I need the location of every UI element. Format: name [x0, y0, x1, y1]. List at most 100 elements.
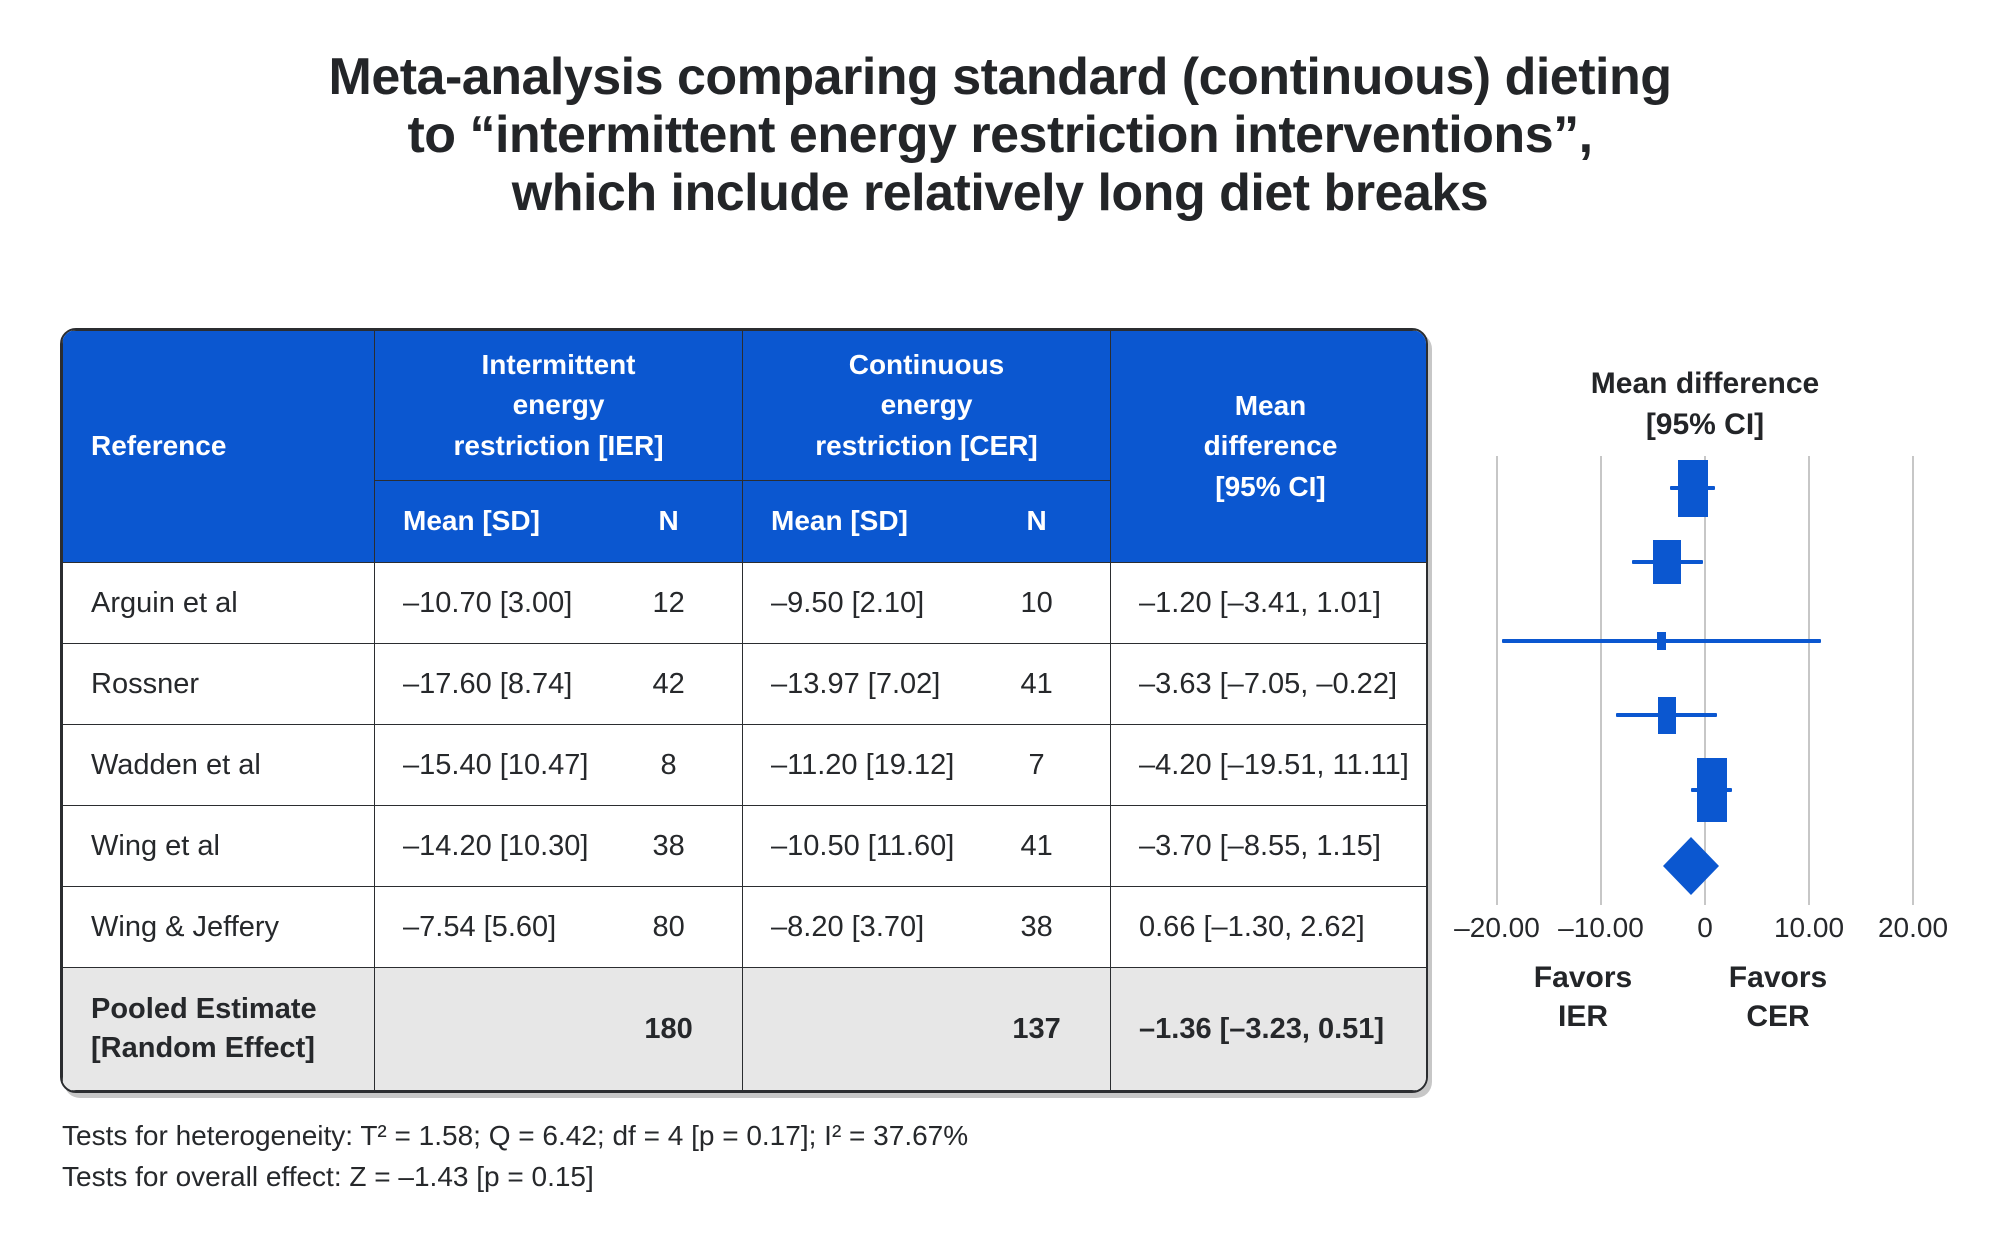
axis-tick-label: –20.00 [1454, 912, 1540, 943]
gridline [1704, 456, 1706, 905]
mean-difference-cell: –3.70 [–8.55, 1.15] [1110, 805, 1426, 887]
mean-difference-cell: –1.20 [–3.41, 1.01] [1110, 562, 1426, 644]
header-ier-line-1: Intermittent [481, 348, 636, 380]
gridline [1912, 456, 1914, 905]
subheader-ier-n: N [658, 505, 679, 537]
header-cer-line-3: restriction [CER] [815, 429, 1038, 461]
study-weight-marker [1656, 632, 1666, 650]
ier-cell: –14.20 [10.30] 38 [374, 805, 743, 887]
pooled-label-cell: Pooled Estimate [Random Effect] [62, 967, 375, 1091]
favors-ier-label: Favors IER [1534, 958, 1632, 1036]
pooled-ier-cell: 180 [374, 967, 743, 1091]
page-title-line-3: which include relatively long diet break… [511, 164, 1489, 223]
ier-mean-sd: –17.60 [8.74] [403, 667, 573, 700]
reference-cell: Rossner [62, 643, 375, 725]
table-row: Rossner –17.60 [8.74] 42 –13.97 [7.02] 41 –3.… [62, 643, 1426, 725]
ier-cell: –7.54 [5.60] 80 [374, 886, 743, 968]
ier-cell: –15.40 [10.47] 8 [374, 724, 743, 806]
favors-cer-line-1: Favors [1728, 961, 1828, 994]
gridline [1808, 456, 1810, 905]
cer-mean-sd: –10.50 [11.60] [771, 829, 955, 862]
subheader-cer-mean-sd: Mean [SD] [771, 505, 908, 537]
ier-n: 38 [652, 829, 685, 862]
favors-cer-line-2: CER [1746, 1000, 1810, 1033]
ier-cell: –17.60 [8.74] 42 [374, 643, 743, 725]
ier-mean-sd: –14.20 [10.30] [403, 829, 589, 862]
axis-tick-label: 0 [1697, 912, 1713, 943]
axis-tick-label: 20.00 [1877, 912, 1949, 943]
cer-cell: –9.50 [2.10] 10 [742, 562, 1111, 644]
header-ier-group: Intermittent energy restriction [IER] [374, 330, 743, 481]
results-table: Reference Intermittent energy restrictio… [62, 330, 1426, 1091]
cer-n: 10 [1020, 586, 1053, 619]
footnotes: Tests for heterogeneity: T² = 1.58; Q = … [62, 1116, 968, 1197]
mean-difference-cell: –4.20 [–19.51, 11.11] [1110, 724, 1426, 806]
favors-ier-line-1: Favors [1533, 961, 1633, 994]
cer-n: 38 [1020, 910, 1053, 943]
cer-mean-sd: –9.50 [2.10] [771, 586, 925, 619]
reference-cell: Wing & Jeffery [62, 886, 375, 968]
ier-n: 8 [660, 748, 677, 781]
gridline [1496, 456, 1498, 905]
page-title: Meta-analysis comparing standard (contin… [0, 48, 2000, 223]
study-weight-marker [1653, 540, 1682, 584]
table-body: Arguin et al –10.70 [3.00] 12 –9.50 [2.10] 1… [62, 562, 1426, 1091]
axis-tick-label: –10.00 [1558, 912, 1644, 943]
mean-difference-cell: –3.63 [–7.05, –0.22] [1110, 643, 1426, 725]
pooled-ier-n: 180 [644, 1012, 693, 1045]
cer-n: 41 [1020, 829, 1053, 862]
favors-ier-line-2: IER [1557, 1000, 1609, 1033]
favors-cer-label: Favors CER [1729, 958, 1827, 1036]
subheader-ier-mean-sd: Mean [SD] [403, 505, 540, 537]
table-row: Wing & Jeffery –7.54 [5.60] 80 –8.20 [3.70]… [62, 886, 1426, 968]
header-cer-line-1: Continuous [848, 348, 1005, 380]
subheader-ier: Mean [SD] N [374, 480, 743, 563]
pooled-cer-n: 137 [1012, 1012, 1061, 1045]
pooled-cer-cell: 137 [742, 967, 1111, 1091]
mean-difference-cell: 0.66 [–1.30, 2.62] [1110, 886, 1426, 968]
table-row: Wing et al –14.20 [10.30] 38 –10.50 [11.60]… [62, 805, 1426, 887]
reference-cell: Wadden et al [62, 724, 375, 806]
forest-plot-title: Mean difference [95% CI] [1591, 364, 1819, 445]
header-mean-diff-line-3: [95% CI] [1215, 470, 1326, 502]
reference-cell: Wing et al [62, 805, 375, 887]
forest-title-line-2: [95% CI] [1645, 407, 1765, 441]
pooled-mean-difference-cell: –1.36 [–3.23, 0.51] [1110, 967, 1426, 1091]
ier-n: 80 [652, 910, 685, 943]
pooled-diamond [1662, 837, 1719, 895]
cer-cell: –11.20 [19.12] 7 [742, 724, 1111, 806]
cer-mean-sd: –8.20 [3.70] [771, 910, 925, 943]
ier-n: 42 [652, 667, 685, 700]
header-reference: Reference [62, 330, 375, 563]
cer-n: 7 [1028, 748, 1045, 781]
ier-mean-sd: –7.54 [5.60] [403, 910, 557, 943]
study-weight-marker [1677, 459, 1708, 517]
axis-tick-label: 10.00 [1773, 912, 1845, 943]
gridline [1600, 456, 1602, 905]
forest-plot: Mean difference [95% CI] –20.00 –10.00 0 10… [1454, 340, 1965, 1100]
cer-cell: –10.50 [11.60] 41 [742, 805, 1111, 887]
ier-mean-sd: –10.70 [3.00] [403, 586, 573, 619]
table-row: Arguin et al –10.70 [3.00] 12 –9.50 [2.10] 1… [62, 562, 1426, 644]
header-mean-diff-line-2: difference [1203, 430, 1338, 462]
ier-mean-sd: –15.40 [10.47] [403, 748, 589, 781]
study-weight-marker [1696, 758, 1727, 822]
footnote-heterogeneity: Tests for heterogeneity: T² = 1.58; Q = … [62, 1120, 969, 1151]
header-cer-line-2: energy [880, 389, 973, 421]
footnote-overall-effect: Tests for overall effect: Z = –1.43 [p =… [62, 1160, 594, 1192]
study-weight-marker [1657, 696, 1676, 734]
page-title-line-1: Meta-analysis comparing standard (contin… [328, 48, 1673, 106]
subheader-cer-n: N [1026, 505, 1047, 537]
header-mean-diff-line-1: Mean [1234, 389, 1307, 421]
reference-cell: Arguin et al [62, 562, 375, 644]
page-title-line-2: to “intermittent energy restriction inte… [407, 106, 1593, 165]
header-cer-group: Continuous energy restriction [CER] [742, 330, 1111, 481]
subheader-cer: Mean [SD] N [742, 480, 1111, 563]
cer-cell: –8.20 [3.70] 38 [742, 886, 1111, 968]
ier-cell: –10.70 [3.00] 12 [374, 562, 743, 644]
cer-cell: –13.97 [7.02] 41 [742, 643, 1111, 725]
ier-n: 12 [652, 586, 685, 619]
forest-title-line-1: Mean difference [1590, 367, 1820, 400]
cer-n: 41 [1020, 667, 1053, 700]
